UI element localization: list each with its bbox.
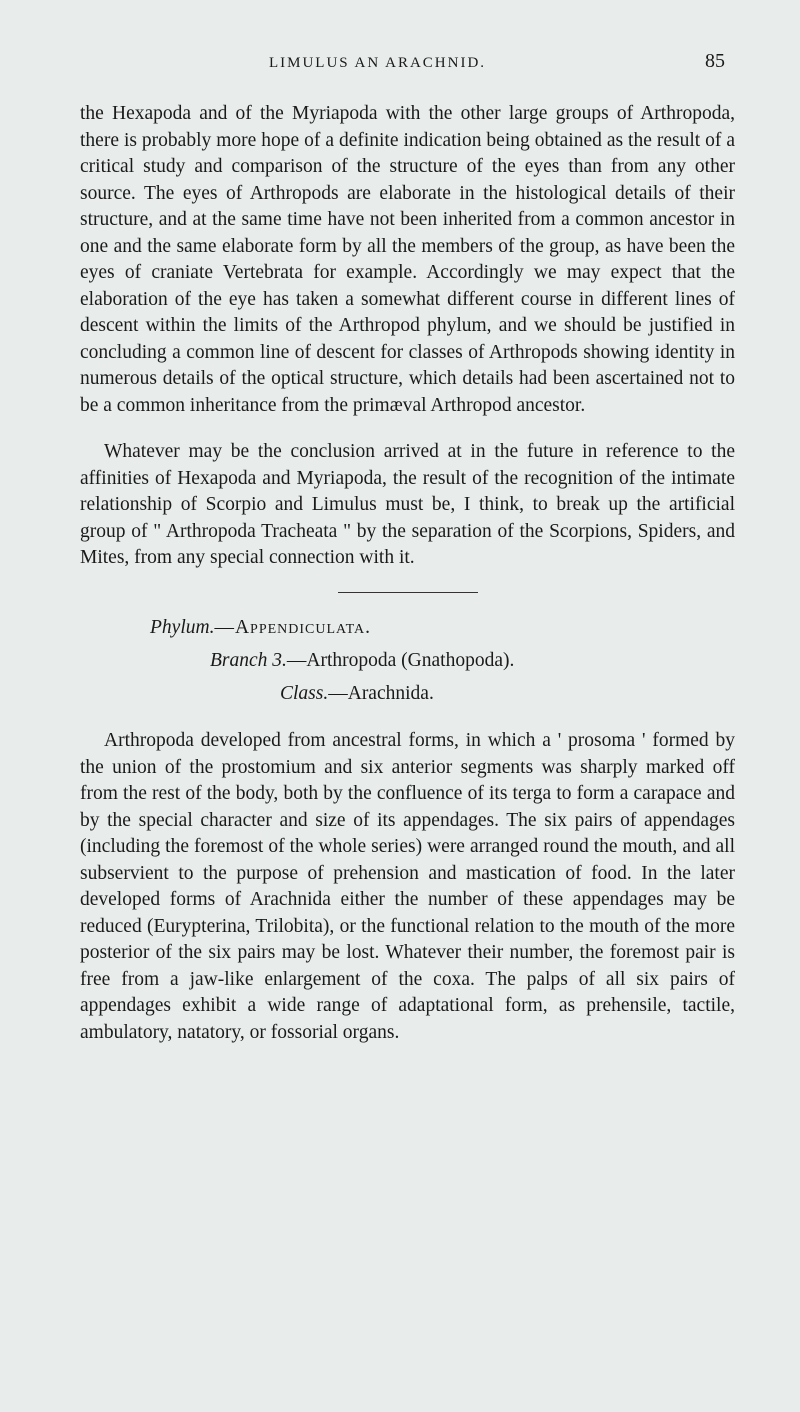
phylum-label: Phylum.	[150, 617, 214, 638]
taxonomy-branch: Branch 3.—Arthropoda (Gnathopoda).	[80, 646, 735, 675]
class-value: —Arachnida.	[328, 683, 434, 704]
branch-value: —Arthropoda (Gnathopoda).	[287, 650, 514, 671]
paragraph-1: the Hexapoda and of the Myriapoda with t…	[80, 101, 735, 419]
phylum-value: —Appendiculata.	[214, 617, 371, 638]
taxonomy-class: Class.—Arachnida.	[80, 679, 735, 708]
page-number: 85	[705, 50, 725, 73]
branch-label: Branch 3.	[210, 650, 287, 671]
section-divider	[338, 592, 478, 593]
paragraph-2: Whatever may be the conclusion arrived a…	[80, 439, 735, 572]
page-header: LIMULUS AN ARACHNID. 85	[80, 50, 735, 73]
page-container: LIMULUS AN ARACHNID. 85 the Hexapoda and…	[0, 0, 800, 1106]
paragraph-3: Arthropoda developed from ancestral form…	[80, 728, 735, 1046]
taxonomy-phylum: Phylum.—Appendiculata.	[80, 613, 735, 642]
taxonomy-block: Phylum.—Appendiculata. Branch 3.—Arthrop…	[80, 613, 735, 709]
running-head: LIMULUS AN ARACHNID.	[90, 55, 665, 72]
class-label: Class.	[280, 683, 328, 704]
